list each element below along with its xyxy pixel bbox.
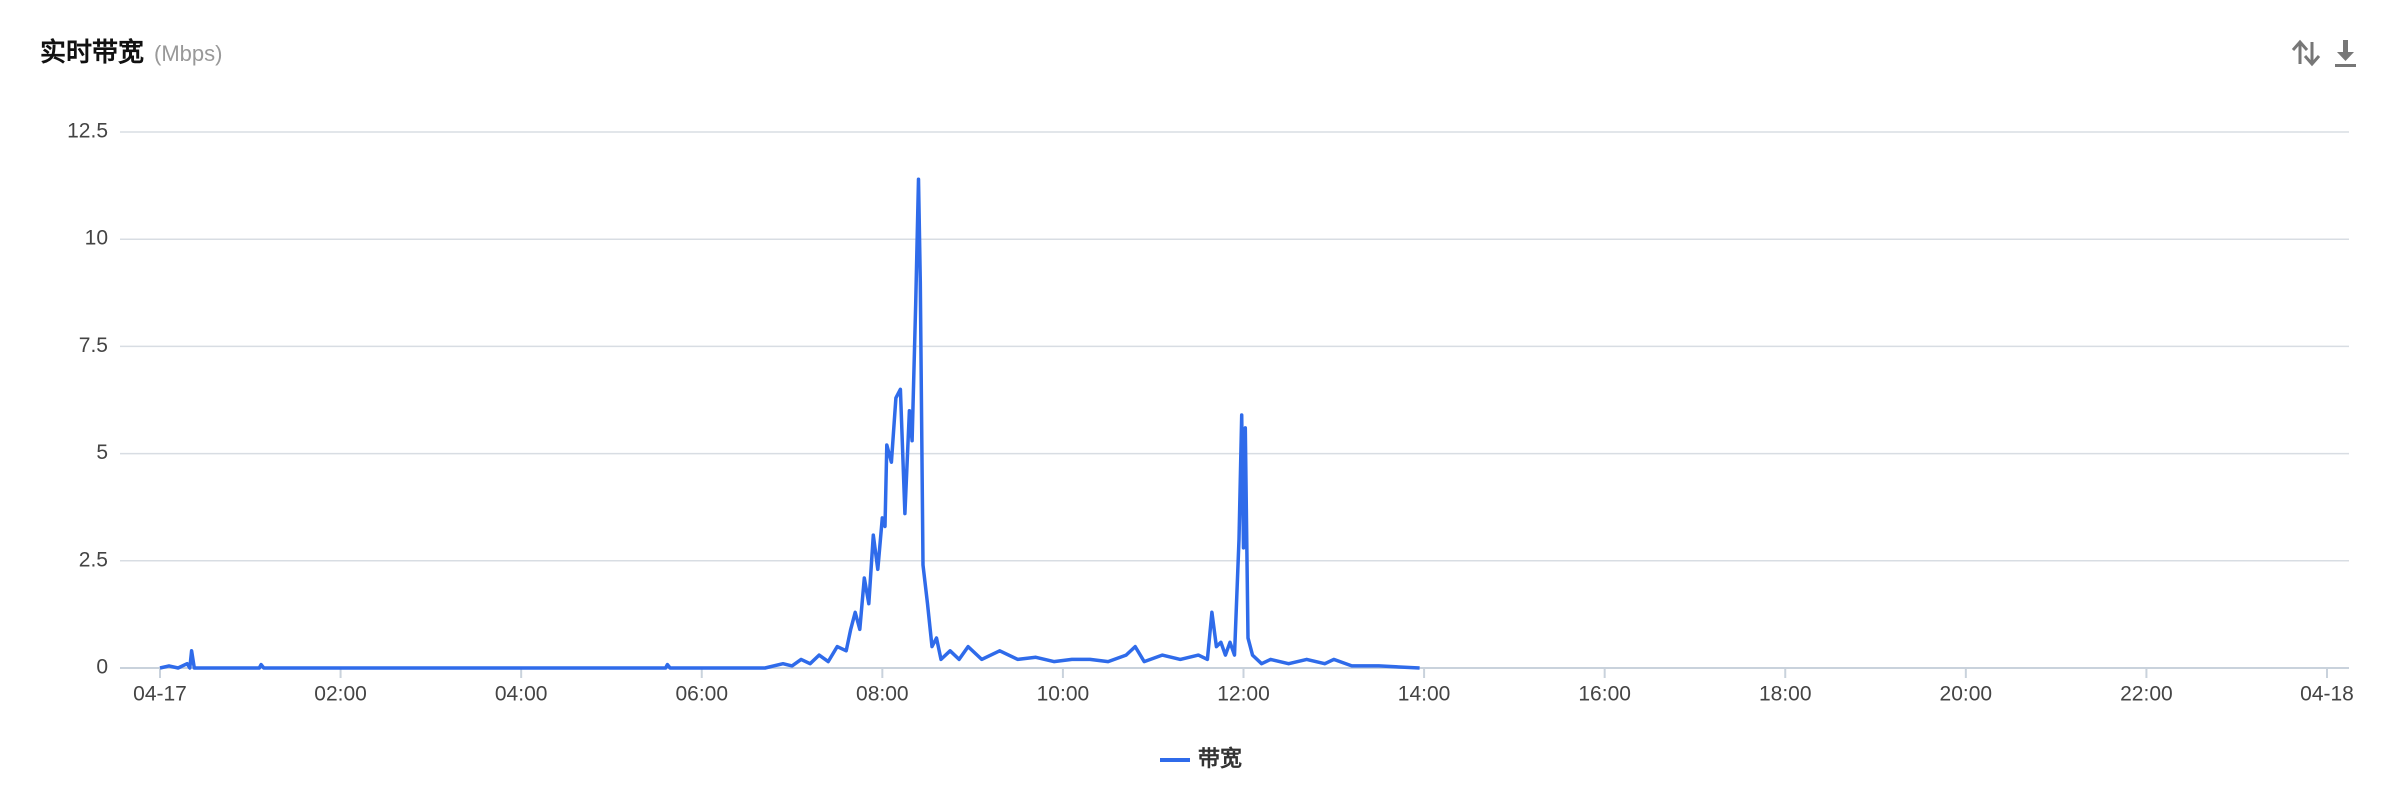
legend-label: 带宽 xyxy=(1198,746,1242,771)
x-tick-label: 06:00 xyxy=(675,683,728,706)
y-tick-label: 10 xyxy=(85,227,108,250)
chart-subtitle: (Mbps) xyxy=(154,41,222,66)
x-tick-label: 04-18 xyxy=(2300,683,2354,706)
icon-part[interactable] xyxy=(2343,40,2348,54)
x-tick-label: 04-17 xyxy=(133,683,187,706)
x-tick-label: 18:00 xyxy=(1759,683,1812,706)
zoom-reset-icon[interactable] xyxy=(2291,39,2321,67)
x-tick-label: 16:00 xyxy=(1578,683,1631,706)
x-tick-label: 04:00 xyxy=(495,683,548,706)
y-tick-label: 5 xyxy=(96,441,108,464)
x-tick-label: 12:00 xyxy=(1217,683,1270,706)
x-tick-label: 22:00 xyxy=(2120,683,2173,706)
y-tick-label: 0 xyxy=(96,656,108,679)
series-line xyxy=(159,177,1420,670)
x-tick-label: 10:00 xyxy=(1037,683,1090,706)
x-tick-label: 14:00 xyxy=(1398,683,1451,706)
x-tick-label: 08:00 xyxy=(856,683,909,706)
x-tick-label: 20:00 xyxy=(1940,683,1993,706)
icon-part[interactable] xyxy=(2337,52,2354,61)
icon-part[interactable] xyxy=(2335,64,2356,67)
y-tick-label: 12.5 xyxy=(67,120,108,143)
download-icon[interactable] xyxy=(2335,40,2356,67)
chart-title: 实时带宽 xyxy=(40,37,144,67)
toolbar-icon[interactable] xyxy=(2291,39,2321,67)
x-tick-label: 02:00 xyxy=(314,683,367,706)
y-tick-label: 7.5 xyxy=(79,334,108,357)
y-tick-label: 2.5 xyxy=(79,548,108,571)
